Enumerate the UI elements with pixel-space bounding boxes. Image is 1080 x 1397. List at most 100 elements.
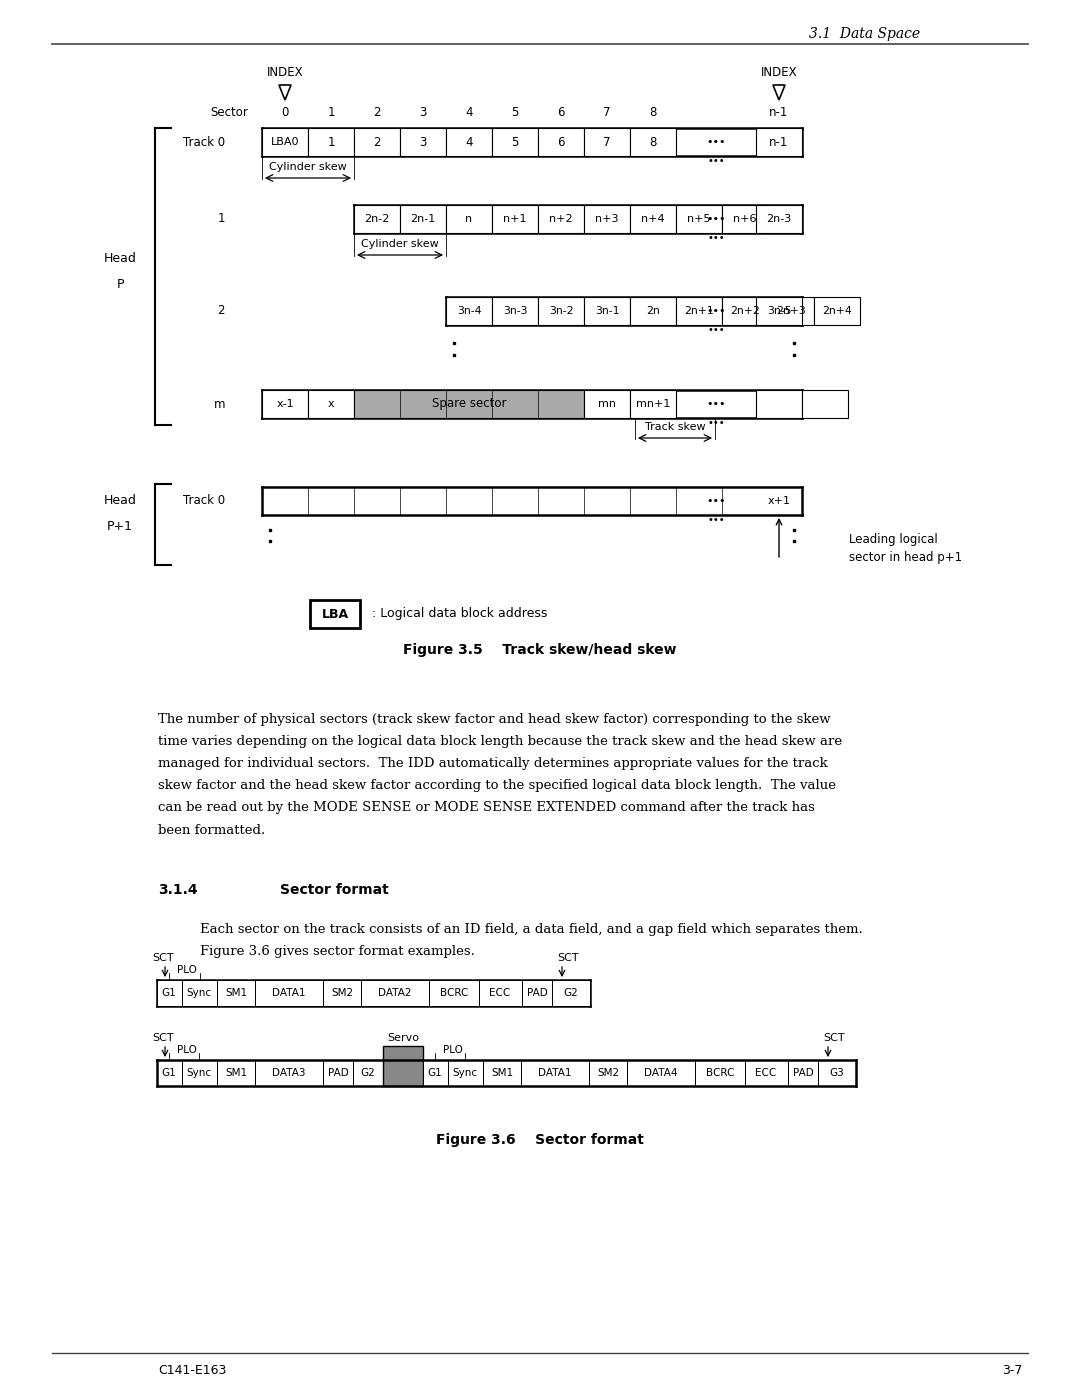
Text: PLO: PLO bbox=[177, 965, 197, 975]
Text: 3n-2: 3n-2 bbox=[549, 306, 573, 316]
Bar bbox=[354, 205, 400, 233]
Text: PAD: PAD bbox=[527, 988, 548, 997]
Text: LBA0: LBA0 bbox=[271, 137, 299, 147]
Text: mn+1: mn+1 bbox=[636, 400, 671, 409]
Bar bbox=[492, 205, 538, 233]
Text: PLO: PLO bbox=[177, 1045, 197, 1055]
Text: DATA3: DATA3 bbox=[272, 1067, 306, 1078]
Text: DATA4: DATA4 bbox=[645, 1067, 678, 1078]
Text: Sync: Sync bbox=[187, 988, 212, 997]
Text: Cylinder skew: Cylinder skew bbox=[269, 162, 347, 172]
Text: Track 0: Track 0 bbox=[183, 136, 225, 148]
Bar bbox=[446, 129, 492, 156]
Text: 2n-1: 2n-1 bbox=[410, 214, 435, 224]
Text: •••: ••• bbox=[706, 214, 726, 224]
Bar bbox=[627, 1060, 696, 1085]
Bar bbox=[262, 129, 308, 156]
Bar bbox=[589, 1060, 627, 1085]
Text: INDEX: INDEX bbox=[760, 66, 797, 78]
Text: 1: 1 bbox=[327, 106, 335, 119]
Bar bbox=[492, 298, 538, 326]
Bar bbox=[802, 390, 848, 418]
Text: n+1: n+1 bbox=[503, 214, 527, 224]
Text: Servo: Servo bbox=[387, 1032, 419, 1044]
Text: 2n+2: 2n+2 bbox=[730, 306, 760, 316]
Text: Each sector on the track consists of an ID field, a data field, and a gap field : Each sector on the track consists of an … bbox=[200, 923, 863, 936]
Bar bbox=[423, 1060, 448, 1085]
Bar bbox=[429, 981, 480, 1006]
Text: 8: 8 bbox=[649, 106, 657, 119]
Text: 3n-4: 3n-4 bbox=[457, 306, 482, 316]
Text: DATA1: DATA1 bbox=[538, 1067, 571, 1078]
Bar bbox=[354, 129, 400, 156]
Text: ECC: ECC bbox=[489, 988, 511, 997]
Text: SM2: SM2 bbox=[597, 1067, 619, 1078]
Text: 7: 7 bbox=[604, 136, 611, 148]
Bar bbox=[768, 298, 814, 326]
Text: 2n-3: 2n-3 bbox=[767, 214, 792, 224]
Text: SCT: SCT bbox=[152, 1032, 174, 1044]
Text: 2n+3: 2n+3 bbox=[777, 306, 806, 316]
Text: Leading logical: Leading logical bbox=[849, 534, 937, 546]
Text: INDEX: INDEX bbox=[267, 66, 303, 78]
Text: 3: 3 bbox=[419, 106, 427, 119]
Text: managed for individual sectors.  The IDD automatically determines appropriate va: managed for individual sectors. The IDD … bbox=[158, 757, 827, 771]
Bar bbox=[446, 298, 492, 326]
Text: C141-E163: C141-E163 bbox=[158, 1363, 227, 1376]
Bar bbox=[262, 390, 308, 418]
Bar bbox=[255, 981, 323, 1006]
Text: n+3: n+3 bbox=[595, 214, 619, 224]
Bar bbox=[723, 205, 768, 233]
Text: x: x bbox=[327, 400, 335, 409]
Text: •••: ••• bbox=[706, 496, 726, 506]
Text: G2: G2 bbox=[564, 988, 579, 997]
Text: SCT: SCT bbox=[823, 1032, 845, 1044]
Polygon shape bbox=[773, 85, 785, 101]
Text: skew factor and the head skew factor according to the specified logical data blo: skew factor and the head skew factor acc… bbox=[158, 780, 836, 792]
Text: Head: Head bbox=[104, 251, 136, 264]
Text: 1: 1 bbox=[217, 212, 225, 225]
Bar bbox=[756, 205, 802, 233]
Bar bbox=[522, 981, 552, 1006]
Text: Sync: Sync bbox=[187, 1067, 212, 1078]
Text: Track 0: Track 0 bbox=[183, 495, 225, 507]
Bar bbox=[448, 1060, 483, 1085]
Text: PAD: PAD bbox=[793, 1067, 813, 1078]
Text: Sector format: Sector format bbox=[280, 883, 389, 897]
Text: n+5: n+5 bbox=[687, 214, 711, 224]
Bar bbox=[756, 129, 802, 156]
Text: PAD: PAD bbox=[327, 1067, 349, 1078]
Bar bbox=[630, 298, 676, 326]
Text: •••: ••• bbox=[707, 233, 725, 243]
Bar bbox=[584, 390, 630, 418]
Bar bbox=[788, 1060, 818, 1085]
Text: LBA: LBA bbox=[322, 608, 349, 620]
Text: 3n-1: 3n-1 bbox=[595, 306, 619, 316]
Bar bbox=[183, 981, 217, 1006]
Text: n+6: n+6 bbox=[733, 214, 757, 224]
Text: n-1: n-1 bbox=[769, 136, 788, 148]
Text: •••: ••• bbox=[706, 137, 726, 147]
Text: 3.1  Data Space: 3.1 Data Space bbox=[809, 27, 920, 41]
Bar bbox=[745, 1060, 788, 1085]
Text: 5: 5 bbox=[511, 136, 518, 148]
Text: 2: 2 bbox=[374, 136, 381, 148]
Text: mn: mn bbox=[598, 400, 616, 409]
Bar bbox=[400, 129, 446, 156]
Bar bbox=[630, 205, 676, 233]
Bar bbox=[492, 129, 538, 156]
Text: 3n-3: 3n-3 bbox=[503, 306, 527, 316]
Text: m: m bbox=[214, 398, 225, 411]
Text: P+1: P+1 bbox=[107, 521, 133, 534]
Bar bbox=[183, 1060, 217, 1085]
Bar bbox=[383, 1046, 423, 1085]
Text: PLO: PLO bbox=[443, 1045, 463, 1055]
Bar bbox=[696, 1060, 745, 1085]
Bar bbox=[255, 1060, 323, 1085]
Bar bbox=[584, 129, 630, 156]
Text: Cylinder skew: Cylinder skew bbox=[361, 239, 438, 249]
Text: Figure 3.6 gives sector format examples.: Figure 3.6 gives sector format examples. bbox=[200, 946, 475, 958]
Text: n: n bbox=[465, 214, 473, 224]
Text: 3.1.4: 3.1.4 bbox=[158, 883, 198, 897]
Text: n+4: n+4 bbox=[642, 214, 665, 224]
